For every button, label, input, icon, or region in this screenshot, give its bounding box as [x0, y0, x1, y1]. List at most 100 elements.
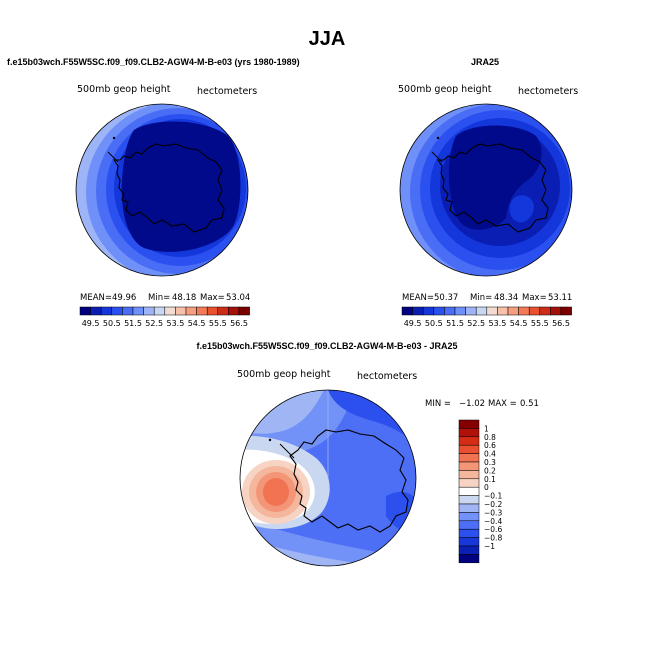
panel-obs-title: JRA25 [471, 57, 500, 67]
colorbar-box [206, 306, 219, 316]
panel-obs-units-label: hectometers [518, 86, 579, 97]
colorbar-box [458, 503, 480, 513]
colorbar-box [458, 520, 480, 530]
colorbar-box [217, 306, 229, 316]
colorbar-box [164, 306, 176, 316]
panel-model-max-text: Max= [200, 293, 225, 303]
colorbar-box [412, 306, 424, 316]
panel-obs-max-value: 53.11 [548, 293, 573, 303]
panel-diff-colorbar: 10.80.60.40.30.20.10−0.1−0.2−0.3−0.4−0.6… [458, 419, 502, 564]
colorbar-box [143, 306, 155, 316]
colorbar-tick-label: −0.2 [484, 500, 502, 509]
peninsula-coastline [279, 443, 295, 459]
panel-model-min-text: Min= [148, 293, 171, 303]
colorbar-box [465, 306, 477, 316]
colorbar-box [458, 461, 480, 471]
panel-obs-min-text: Min= [470, 293, 493, 303]
colorbar-box [458, 453, 480, 463]
colorbar-box [475, 306, 488, 316]
panel-diff-map [239, 389, 417, 567]
colorbar-box [550, 306, 562, 316]
colorbar-tick-label: 0 [484, 483, 489, 492]
colorbar-box [444, 306, 456, 316]
antarctica-coastline [112, 143, 225, 233]
panel-diff-min-value: −1.02 [459, 399, 486, 409]
panel-diff-min-text: MIN = [425, 399, 452, 409]
colorbar-tick-label: 51.5 [124, 319, 142, 328]
colorbar-box [458, 419, 480, 429]
colorbar-box [228, 306, 240, 316]
colorbar-box [539, 306, 551, 316]
colorbar-tick-label: 55.5 [531, 319, 549, 328]
island-marker [112, 136, 116, 140]
colorbar-tick-label: 52.5 [467, 319, 485, 328]
panel-diff-title: f.e15b03wch.F55W5SC.f09_f09.CLB2-AGW4-M-… [196, 341, 458, 351]
colorbar-tick-label: 52.5 [145, 319, 163, 328]
colorbar-tick-label: 53.5 [166, 319, 184, 328]
colorbar-tick-label: −0.8 [484, 534, 502, 543]
colorbar-box [433, 306, 445, 316]
antarctica-coastline [289, 429, 409, 533]
map-border [239, 389, 417, 567]
panel-obs-min-value: 48.34 [494, 293, 519, 303]
colorbar-box [185, 306, 197, 316]
colorbar-tick-label: 1 [484, 424, 489, 433]
colorbar-box [458, 528, 480, 538]
colorbar-tick-label: 53.5 [488, 319, 506, 328]
colorbar-box [175, 306, 187, 316]
colorbar-tick-label: −1 [484, 542, 495, 551]
colorbar-box [560, 306, 572, 316]
panel-model-mean-text: MEAN= [80, 293, 112, 303]
colorbar-box [528, 306, 541, 316]
colorbar-box [458, 554, 480, 564]
panel-obs-max-text: Max= [522, 293, 547, 303]
colorbar-tick-label: 0.3 [484, 458, 496, 467]
colorbar-tick-label: 0.2 [484, 466, 496, 475]
colorbar-tick-label: 50.5 [425, 319, 443, 328]
colorbar-box [90, 306, 102, 316]
colorbar-box [458, 470, 480, 480]
panel-model-mean-value: 49.96 [112, 293, 137, 303]
colorbar-box [518, 306, 530, 316]
panel-model-units-label: hectometers [197, 86, 258, 97]
colorbar-tick-label: −0.4 [484, 517, 502, 526]
contour-band [263, 478, 289, 506]
colorbar-tick-label: 49.5 [82, 319, 100, 328]
panel-obs-mean-text: MEAN= [402, 293, 434, 303]
panel-obs-mean-value: 50.37 [434, 293, 459, 303]
colorbar-box [458, 428, 480, 438]
map-border [75, 103, 249, 277]
colorbar-tick-label: 56.5 [552, 319, 570, 328]
colorbar-box [401, 306, 413, 316]
colorbar-box [458, 495, 480, 505]
colorbar-box [132, 306, 144, 316]
colorbar-box [454, 306, 466, 316]
map-border [399, 103, 573, 277]
colorbar-tick-label: −0.1 [484, 492, 502, 501]
colorbar-box [458, 486, 480, 496]
colorbar-box [100, 306, 113, 316]
colorbar-tick-label: 55.5 [209, 319, 227, 328]
colorbar-box [422, 306, 435, 316]
peninsula-coastline [431, 151, 443, 163]
peninsula-coastline [107, 151, 119, 163]
colorbar-box [497, 306, 509, 316]
panel-model-field-label: 500mb geop height [77, 84, 171, 95]
panel-diff-max-value: 0.51 [520, 399, 539, 409]
panel-model-min-value: 48.18 [172, 293, 197, 303]
panel-model-title: f.e15b03wch.F55W5SC.f09_f09.CLB2-AGW4-M-… [7, 57, 300, 67]
panel-model-max-value: 53.04 [226, 293, 251, 303]
colorbar-tick-label: 54.5 [188, 319, 206, 328]
antarctica-coastline [436, 143, 549, 233]
colorbar-tick-label: 54.5 [510, 319, 528, 328]
panel-model-map [75, 103, 249, 277]
panel-diff-max-text: MAX = [488, 399, 517, 409]
colorbar-box [458, 537, 480, 547]
colorbar-box [507, 306, 519, 316]
colorbar-tick-label: −0.3 [484, 508, 502, 517]
colorbar-box [238, 306, 250, 316]
colorbar-tick-label: 0.4 [484, 450, 496, 459]
colorbar-box [458, 512, 480, 522]
colorbar-tick-label: 0.1 [484, 475, 496, 484]
panel-diff-field-label: 500mb geop height [237, 369, 331, 380]
